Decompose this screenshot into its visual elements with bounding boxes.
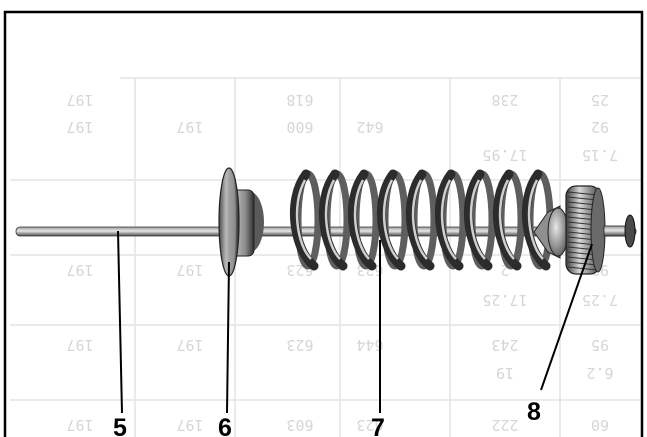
spring-seat bbox=[218, 167, 264, 277]
leader-lines bbox=[117, 230, 593, 414]
photo-frame bbox=[3, 10, 644, 437]
knurl-line bbox=[567, 256, 598, 261]
table-number: 642 bbox=[356, 118, 383, 136]
spring-coil-front bbox=[290, 169, 319, 271]
table-number: 19 bbox=[496, 364, 514, 382]
spring-coil-front bbox=[464, 169, 493, 271]
knurled-adjuster bbox=[533, 185, 636, 275]
leader-line-5 bbox=[117, 230, 123, 414]
spring-coil-highlight bbox=[295, 179, 312, 260]
table-number: 197 bbox=[176, 118, 203, 136]
table-number: 7.25 bbox=[582, 291, 618, 309]
leader-line-8 bbox=[540, 243, 593, 391]
background-table-text: 25238618197926006421971977.1517.95922623… bbox=[66, 91, 618, 434]
table-number: 623 bbox=[286, 336, 313, 354]
table-number: 17.25 bbox=[482, 291, 527, 309]
callout-label-7: 7 bbox=[371, 414, 385, 437]
table-number: 238 bbox=[491, 91, 518, 109]
spring-coil-front bbox=[435, 169, 464, 271]
table-number: 7.15 bbox=[582, 146, 618, 164]
spring-coil-front bbox=[406, 169, 435, 271]
coil-spring bbox=[290, 169, 554, 271]
table-number: 60 bbox=[591, 416, 609, 434]
knurl-line bbox=[567, 261, 598, 266]
table-number: 197 bbox=[66, 336, 93, 354]
knurl-line bbox=[567, 191, 598, 196]
callout-label-6: 6 bbox=[218, 414, 232, 437]
table-number: 197 bbox=[176, 336, 203, 354]
table-number: 243 bbox=[491, 336, 518, 354]
table-number: 623 bbox=[356, 416, 383, 434]
spring-coil-highlight bbox=[527, 179, 544, 260]
spring-coil-front bbox=[522, 169, 551, 271]
spring-coil-highlight bbox=[353, 179, 370, 260]
table-number: 92 bbox=[591, 118, 609, 136]
spring-coil-front bbox=[348, 169, 377, 271]
spring-coil-highlight bbox=[498, 179, 515, 260]
table-number: 197 bbox=[66, 416, 93, 434]
table-number: 603 bbox=[286, 416, 313, 434]
table-number: 2 bbox=[500, 261, 509, 279]
table-number: 197 bbox=[66, 91, 93, 109]
spring-coil-highlight bbox=[440, 179, 457, 260]
table-number: 95 bbox=[591, 336, 609, 354]
callout-label-8: 8 bbox=[527, 398, 541, 426]
table-number: 197 bbox=[176, 261, 203, 279]
table-number: 197 bbox=[176, 416, 203, 434]
spring-coil-highlight bbox=[382, 179, 399, 260]
knurl-line bbox=[567, 196, 598, 201]
table-number: 6.2 bbox=[586, 364, 613, 382]
spring-coil-highlight bbox=[324, 179, 341, 260]
spring-coil-front bbox=[377, 169, 406, 271]
spring-coil-front bbox=[319, 169, 348, 271]
table-number: 25 bbox=[591, 91, 609, 109]
table-number: 197 bbox=[66, 118, 93, 136]
table-number: 600 bbox=[286, 118, 313, 136]
spring-coil-front bbox=[493, 169, 522, 271]
table-number: 17.95 bbox=[482, 146, 527, 164]
table-number: 222 bbox=[491, 416, 518, 434]
callout-label-5: 5 bbox=[113, 414, 127, 437]
spring-coil-highlight bbox=[411, 179, 428, 260]
leader-line-6 bbox=[226, 261, 230, 414]
table-number: 618 bbox=[286, 91, 313, 109]
table-number: 197 bbox=[66, 261, 93, 279]
table-number: 644 bbox=[356, 336, 383, 354]
spring-coil-highlight bbox=[469, 179, 486, 260]
